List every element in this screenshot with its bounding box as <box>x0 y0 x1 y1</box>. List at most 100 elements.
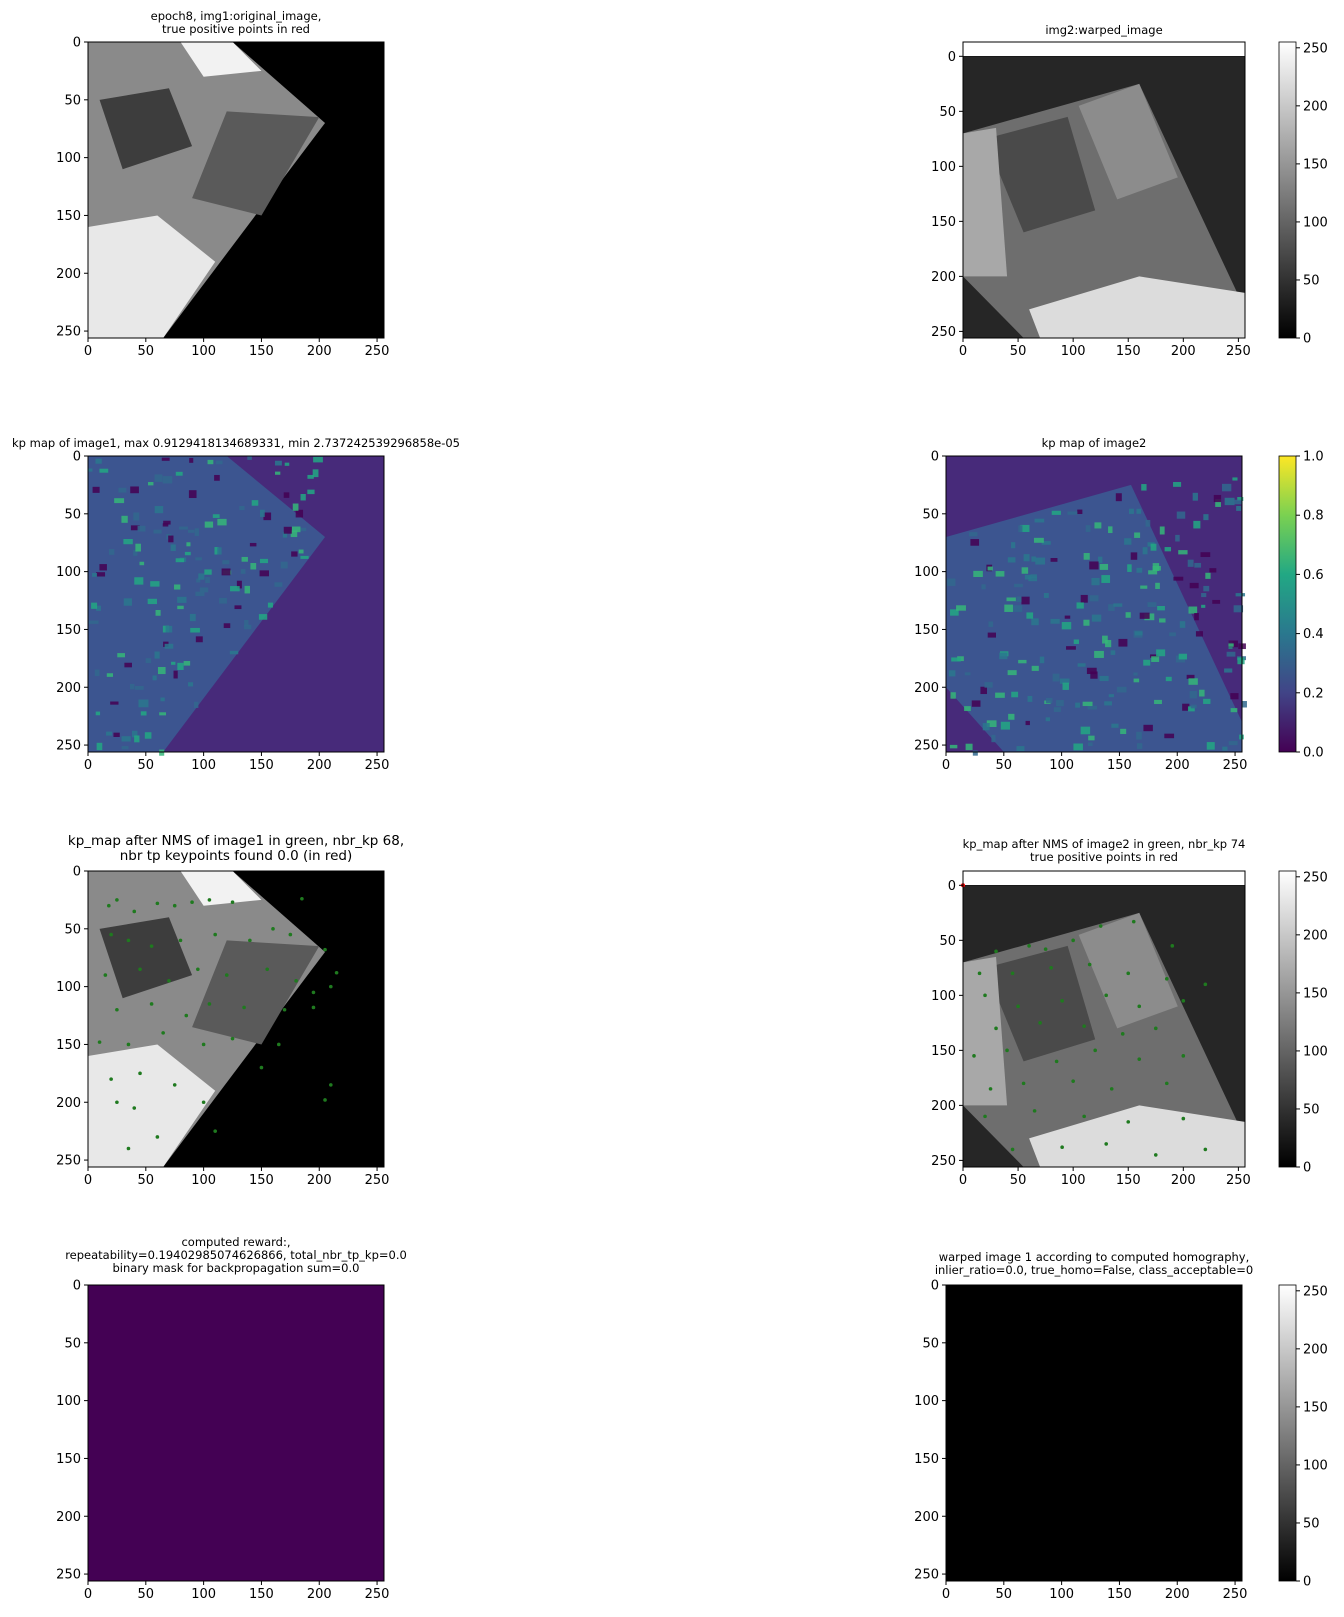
map-response-blob <box>222 560 230 565</box>
y-tick-label: 100 <box>56 565 81 580</box>
y-tick-label: 100 <box>914 1394 939 1409</box>
map-response-blob <box>1087 705 1097 710</box>
keypoint-marker <box>126 1042 131 1047</box>
map-response-blob <box>1061 622 1072 630</box>
map-response-blob <box>1134 631 1143 636</box>
keypoint-marker <box>1153 1026 1158 1031</box>
x-tick-label: 150 <box>1107 1587 1132 1602</box>
map-response-blob <box>189 613 196 622</box>
map-response-blob <box>274 460 282 466</box>
x-tick-label: 250 <box>1223 758 1248 773</box>
map-response-blob <box>154 474 163 482</box>
map-response-blob <box>204 569 212 575</box>
map-response-blob <box>1188 678 1198 685</box>
y-tick-label: 200 <box>56 1096 81 1111</box>
map-response-blob <box>1031 556 1036 562</box>
keypoint-marker <box>1181 1116 1186 1121</box>
map-response-blob <box>951 657 961 662</box>
x-tick-label: 100 <box>1049 1587 1074 1602</box>
map-response-blob <box>1094 522 1102 529</box>
map-response-blob <box>1194 613 1199 621</box>
map-response-blob <box>1016 746 1025 752</box>
map-response-blob <box>189 457 194 463</box>
map-response-blob <box>1120 728 1127 735</box>
y-tick-label: 50 <box>922 507 939 522</box>
x-tick-label: 50 <box>996 758 1013 773</box>
map-response-blob <box>1077 663 1086 667</box>
map-response-blob <box>1066 646 1076 650</box>
map-response-blob <box>175 471 183 476</box>
image-area <box>961 870 1246 1167</box>
keypoint-marker <box>1120 1032 1125 1036</box>
map-response-blob <box>1165 676 1172 682</box>
map-response-blob <box>106 731 113 736</box>
subplot-title-line: epoch8, img1:original_image, <box>151 9 322 23</box>
map-response-blob <box>1230 693 1239 700</box>
keypoint-marker <box>1060 1145 1064 1149</box>
y-tick-label: 150 <box>56 209 81 224</box>
keypoint-marker <box>126 1146 131 1151</box>
map-response-blob <box>299 527 307 532</box>
map-response-blob <box>1075 702 1080 708</box>
map-response-blob <box>133 549 138 556</box>
image-area <box>88 1285 384 1581</box>
map-response-blob <box>987 566 993 571</box>
map-response-blob <box>251 500 259 506</box>
map-response-blob <box>155 609 161 616</box>
y-tick-label: 0 <box>73 1279 81 1294</box>
map-response-blob <box>1045 717 1051 722</box>
keypoint-marker <box>1087 962 1092 967</box>
map-response-blob <box>137 525 146 532</box>
colorbar-tick-label: 50 <box>1303 1516 1320 1531</box>
keypoint-marker <box>1054 1059 1059 1064</box>
map-response-blob <box>991 734 996 743</box>
map-response-blob <box>1133 678 1140 683</box>
map-response-blob <box>1209 568 1217 573</box>
map-response-blob <box>1164 733 1175 739</box>
y-tick-label: 150 <box>56 1452 81 1467</box>
map-response-blob <box>1151 656 1160 662</box>
map-response-blob <box>171 661 176 665</box>
subplot-p7: computed reward:,repeatability=0.1940298… <box>56 1235 407 1602</box>
y-tick-label: 250 <box>914 1568 939 1583</box>
map-response-blob <box>1147 602 1157 608</box>
image-bright-region <box>1029 1105 1245 1167</box>
map-response-blob <box>1108 604 1115 611</box>
keypoint-marker <box>1126 1120 1131 1124</box>
map-response-blob <box>274 582 283 587</box>
colorbar-gradient <box>1278 870 1297 1168</box>
keypoint-marker <box>983 1114 987 1119</box>
map-response-blob <box>1113 603 1123 607</box>
colorbar-tick-label: 150 <box>1303 1400 1328 1415</box>
map-response-blob <box>129 683 135 690</box>
image-building <box>1078 912 1178 1029</box>
keypoint-marker <box>184 1013 189 1018</box>
map-response-blob <box>154 506 164 514</box>
map-response-blob <box>194 528 199 536</box>
keypoint-marker <box>1126 971 1131 976</box>
image-area <box>946 1285 1242 1581</box>
map-response-blob <box>108 549 115 555</box>
map-response-blob <box>196 578 201 583</box>
map-response-blob <box>1025 720 1030 726</box>
keypoint-marker <box>1181 1054 1186 1058</box>
y-tick-label: 150 <box>914 1452 939 1467</box>
y-tick-label: 250 <box>931 1154 956 1169</box>
x-tick-label: 150 <box>249 758 274 773</box>
keypoint-marker <box>1010 971 1015 976</box>
map-response-blob <box>173 670 178 679</box>
subplot-p6: kp_map after NMS of image2 in green, nbr… <box>931 837 1328 1188</box>
map-response-blob <box>1089 595 1099 602</box>
keypoint-marker <box>201 1042 206 1047</box>
map-response-blob <box>130 486 139 494</box>
map-response-blob <box>106 673 113 677</box>
map-response-blob <box>1206 742 1215 750</box>
map-response-blob <box>153 529 162 534</box>
map-response-blob <box>1014 583 1023 588</box>
map-response-blob <box>1201 593 1207 598</box>
map-response-blob <box>1237 497 1244 501</box>
map-response-blob <box>123 598 132 606</box>
map-response-blob <box>139 561 145 566</box>
x-tick-label: 0 <box>959 1173 967 1188</box>
map-response-blob <box>150 581 160 587</box>
